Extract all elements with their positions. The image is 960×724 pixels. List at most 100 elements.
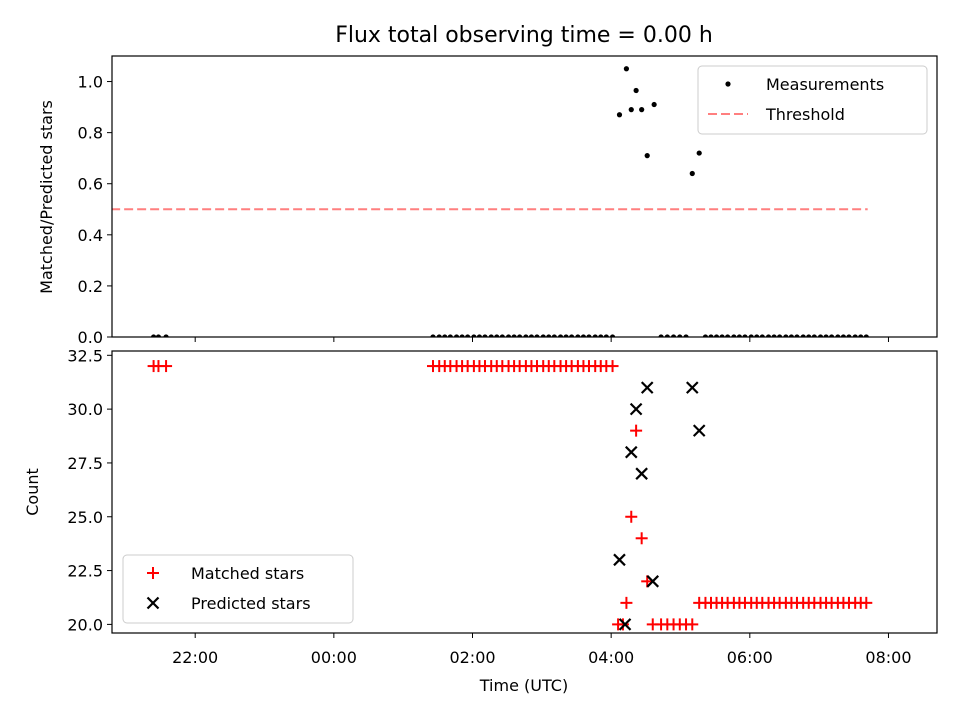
top-y-axis-label: Matched/Predicted stars bbox=[37, 100, 56, 294]
bottom-predicted-stars-point-b bbox=[635, 467, 648, 480]
bottom-y-tick-label: 27.5 bbox=[67, 454, 103, 473]
bottom-legend-swatch-predicted-stars-b bbox=[146, 596, 160, 610]
top-measurements-point bbox=[794, 334, 800, 337]
bottom-x-tick-label: 22:00 bbox=[172, 648, 218, 667]
bottom-y-axis-label: Count bbox=[23, 468, 42, 516]
bottom-matched-stars-point bbox=[160, 360, 173, 373]
top-legend-swatch-measurements bbox=[725, 81, 731, 87]
bottom-predicted-stars-point bbox=[640, 381, 654, 394]
top-measurements-point bbox=[677, 334, 683, 337]
top-measurements-point bbox=[748, 334, 754, 337]
top-measurements-point bbox=[471, 334, 477, 337]
bottom-y-tick-label: 22.5 bbox=[67, 562, 103, 581]
top-measurements-point bbox=[702, 334, 709, 337]
top-measurements-point bbox=[523, 334, 529, 337]
bottom-matched-stars-point bbox=[620, 596, 633, 609]
top-measurements-point bbox=[731, 334, 737, 337]
top-measurements-point bbox=[777, 334, 783, 337]
top-measurements-point bbox=[575, 334, 581, 337]
top-measurements-point bbox=[708, 334, 714, 337]
bottom-predicted-stars-point-b bbox=[618, 618, 632, 631]
top-measurements-point bbox=[442, 334, 448, 337]
top-measurements-point bbox=[783, 334, 789, 337]
bottom-predicted-stars-point bbox=[646, 575, 660, 588]
top-measurements-point bbox=[430, 334, 436, 337]
top-measurements-point bbox=[670, 334, 677, 337]
bottom-matched-stars-point bbox=[606, 360, 619, 373]
top-measurements-point bbox=[534, 334, 540, 337]
top-measurements-point bbox=[823, 334, 829, 337]
top-measurements-point bbox=[616, 112, 623, 118]
top-measurements-point bbox=[800, 334, 806, 337]
bottom-matched-stars-point bbox=[635, 532, 648, 545]
top-axes-frame bbox=[111, 55, 938, 338]
top-legend-box bbox=[697, 65, 928, 135]
top-plot-area bbox=[112, 66, 869, 337]
top-measurements-point bbox=[658, 334, 664, 337]
top-measurements-point bbox=[609, 334, 616, 337]
top-measurements-point bbox=[788, 334, 795, 337]
top-measurements-point bbox=[453, 334, 460, 337]
top-measurements-point bbox=[754, 334, 760, 337]
top-measurements-point bbox=[569, 334, 575, 337]
top-measurements-point bbox=[639, 107, 645, 113]
top-measurements-point bbox=[719, 334, 725, 337]
top-measurements-point bbox=[736, 334, 743, 337]
top-measurements-point bbox=[771, 334, 777, 337]
top-measurements-point bbox=[482, 334, 488, 337]
top-measurements-point bbox=[811, 334, 817, 337]
top-measurements-point bbox=[623, 66, 630, 72]
bottom-matched-stars-point bbox=[686, 618, 699, 631]
bottom-predicted-stars-point bbox=[624, 445, 638, 459]
top-measurements-point bbox=[742, 334, 748, 337]
top-measurements-point bbox=[586, 334, 592, 337]
bottom-predicted-stars-point bbox=[629, 402, 643, 416]
top-measurements-point bbox=[644, 153, 650, 159]
bottom-predicted-stars-point-b bbox=[613, 553, 626, 567]
bottom-legend-swatch-matched-stars bbox=[147, 567, 159, 579]
top-y-tick-label: 1.0 bbox=[78, 73, 103, 92]
bottom-matched-stars-point bbox=[860, 596, 873, 609]
top-measurements-point bbox=[488, 334, 494, 337]
top-measurements-point bbox=[517, 334, 523, 337]
top-measurements-point bbox=[759, 334, 765, 337]
top-measurements-point bbox=[494, 334, 500, 337]
top-legend-label-measurements: Measurements bbox=[766, 75, 884, 94]
bottom-matched-stars-point bbox=[630, 424, 643, 437]
top-y-tick-label: 0.0 bbox=[78, 328, 103, 347]
top-measurements-point bbox=[505, 334, 512, 337]
top-measurements-point bbox=[459, 334, 465, 337]
bottom-predicted-stars-point-b bbox=[629, 402, 643, 416]
bottom-legend-label-matched-stars: Matched stars bbox=[191, 564, 304, 583]
top-measurements-point bbox=[592, 334, 598, 337]
top-measurements-point bbox=[725, 334, 731, 337]
top-measurements-point bbox=[765, 334, 772, 337]
top-measurements-point bbox=[651, 101, 657, 108]
bottom-y-tick-label: 25.0 bbox=[67, 508, 103, 527]
bottom-panel: Count Time (UTC) 20.0 22.5 25.0 27.5 30.0 32.… bbox=[23, 346, 938, 695]
bottom-legend-swatch-predicted-stars bbox=[146, 596, 160, 610]
top-measurements-point bbox=[163, 334, 169, 337]
bottom-legend-box bbox=[122, 554, 354, 624]
bottom-axes-frame bbox=[111, 350, 938, 634]
bottom-x-tick-label: 06:00 bbox=[727, 648, 773, 667]
bottom-x-tick-label: 08:00 bbox=[865, 648, 911, 667]
bottom-legend-label-predicted-stars: Predicted stars bbox=[191, 594, 311, 613]
top-measurements-point bbox=[465, 334, 471, 337]
bottom-predicted-stars-point-b bbox=[692, 424, 706, 437]
top-measurements-point bbox=[436, 334, 442, 337]
top-measurements-point bbox=[447, 334, 453, 337]
top-measurements-point bbox=[664, 334, 670, 337]
bottom-y-tick-label: 20.0 bbox=[67, 615, 103, 634]
bottom-matched-stars-point bbox=[616, 618, 629, 631]
top-measurements-point bbox=[683, 334, 689, 337]
top-series-measurements bbox=[150, 66, 869, 337]
bottom-x-tick-label: 00:00 bbox=[311, 648, 357, 667]
top-measurements-point bbox=[603, 334, 609, 337]
top-measurements-point bbox=[476, 334, 483, 337]
top-measurements-point bbox=[511, 334, 517, 337]
top-measurements-point bbox=[580, 334, 587, 337]
bottom-series-matched-stars bbox=[112, 360, 873, 631]
top-measurements-point bbox=[713, 334, 720, 337]
